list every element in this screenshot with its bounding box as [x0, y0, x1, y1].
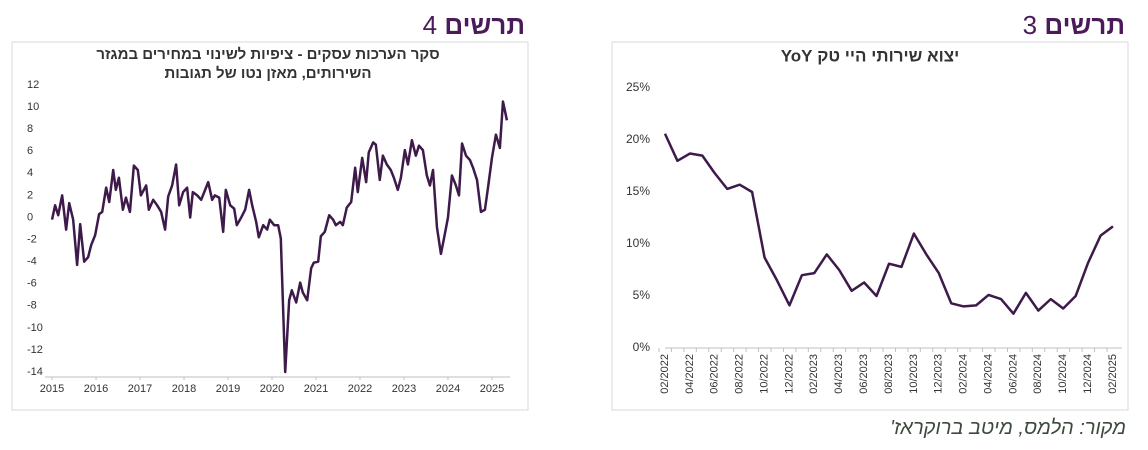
x-tick-label: 2020 — [260, 383, 284, 395]
y-tick-label: 6 — [27, 145, 33, 157]
x-tick-label: 06/2024 — [1007, 354, 1019, 394]
y-tick-label: -4 — [27, 256, 37, 268]
x-tick-label: 12/2023 — [933, 354, 945, 394]
y-tick-label: 25% — [626, 80, 650, 94]
x-tick-label: 04/2022 — [684, 354, 696, 394]
x-tick-label: 2015 — [40, 383, 64, 395]
x-tick-label: 2024 — [436, 383, 460, 395]
figure-heading: תרשים 4 — [423, 10, 525, 41]
y-tick-label: 10% — [626, 236, 650, 250]
y-tick-label: -10 — [27, 322, 43, 334]
x-tick-label: 06/2022 — [709, 354, 721, 394]
x-tick-label: 2017 — [128, 383, 152, 395]
x-tick-label: 02/2025 — [1107, 354, 1119, 394]
figure-heading: תרשים 3 — [1023, 10, 1125, 41]
x-tick-label: 02/2024 — [958, 354, 970, 394]
x-tick-label: 2021 — [304, 383, 328, 395]
x-tick-label: 08/2022 — [734, 354, 746, 394]
figure-number: 3 — [1022, 10, 1038, 40]
data-line — [663, 133, 1114, 315]
x-tick-label: 2025 — [480, 383, 504, 395]
y-tick-label: -14 — [27, 366, 43, 378]
x-tick-label: 2016 — [84, 383, 108, 395]
x-tick-label: 04/2023 — [833, 354, 845, 394]
y-tick-label: 4 — [27, 167, 33, 179]
x-tick-label: 10/2023 — [908, 354, 920, 394]
y-tick-label: -6 — [27, 278, 37, 290]
x-tick-label: 08/2024 — [1032, 354, 1044, 394]
x-tick-label: 10/2024 — [1057, 354, 1069, 394]
y-tick-label: 8 — [27, 123, 33, 135]
figure-label: תרשים — [444, 10, 525, 40]
figure-label: תרשים — [1044, 10, 1125, 40]
chart-frame — [611, 41, 1129, 411]
x-tick-label: 2023 — [392, 383, 416, 395]
figure-number: 4 — [422, 10, 438, 40]
chart-frame — [11, 41, 529, 411]
y-tick-label: 2 — [27, 189, 33, 201]
x-tick-label: 12/2022 — [783, 354, 795, 394]
data-line — [50, 100, 509, 374]
x-tick-label: 06/2023 — [858, 354, 870, 394]
y-tick-label: 20% — [626, 132, 650, 146]
y-tick-label: 12 — [27, 79, 39, 91]
x-tick-label: 2018 — [172, 383, 196, 395]
chart-title: השירותים, מאזן נטו של תגובות — [164, 65, 371, 82]
x-tick-label: 04/2024 — [982, 354, 994, 394]
y-tick-label: -8 — [27, 300, 37, 312]
x-tick-label: 02/2023 — [808, 354, 820, 394]
y-tick-label: 0 — [27, 211, 33, 223]
x-tick-label: 2019 — [216, 383, 240, 395]
y-tick-label: 10 — [27, 101, 39, 113]
x-tick-label: 10/2022 — [758, 354, 770, 394]
chart-title: יצוא שירותי היי טק YoY — [781, 46, 960, 65]
x-tick-label: 12/2024 — [1082, 354, 1094, 394]
y-tick-label: -2 — [27, 233, 37, 245]
y-tick-label: -12 — [27, 344, 43, 356]
y-tick-label: 5% — [633, 288, 651, 302]
x-tick-label: 02/2022 — [659, 354, 671, 394]
chart-title: סקר הערכות עסקים - ציפיות לשינוי במחירים… — [96, 46, 439, 63]
x-tick-label: 08/2023 — [883, 354, 895, 394]
x-tick-label: 2022 — [348, 383, 372, 395]
y-tick-label: 0% — [633, 340, 651, 354]
source-note: מקור: הלמס, מיטב ברוקראז' — [890, 417, 1126, 439]
y-tick-label: 15% — [626, 184, 650, 198]
